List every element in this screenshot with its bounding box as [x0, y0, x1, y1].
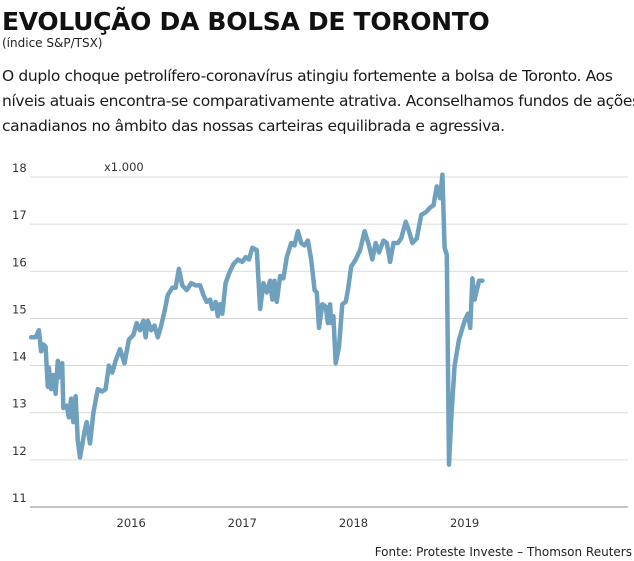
y-tick-label: 17 — [12, 208, 27, 222]
y-tick-label: 14 — [12, 350, 27, 364]
chart-subtitle: (índice S&P/TSX) — [2, 36, 103, 50]
y-tick-label: 12 — [12, 444, 27, 458]
y-tick-label: 15 — [12, 302, 27, 316]
x-tick-label: 2017 — [228, 516, 257, 530]
y-tick-label: 11 — [12, 491, 27, 505]
series-layer — [28, 172, 485, 467]
x-tick-label: 2016 — [117, 516, 146, 530]
y-tick-label: 18 — [12, 161, 27, 175]
lead-paragraph: O duplo choque petrolífero-coronavírus a… — [2, 64, 634, 139]
chart-title: EVOLUÇÃO DA BOLSA DE TORONTO — [2, 7, 490, 36]
line-chart: 11 12 13 14 15 16 17 18 2016 2017 2018 2019 x1.000 — [12, 160, 628, 530]
lead-line: níveis atuais encontra-se comparativamen… — [2, 92, 634, 110]
y-tick-label: 16 — [12, 255, 27, 269]
x-tick-label: 2018 — [339, 516, 368, 530]
gridlines — [30, 176, 628, 508]
x-tick-label: 2019 — [450, 516, 479, 530]
y-tick-label: 13 — [12, 397, 27, 411]
lead-line: canadianos no âmbito das nossas carteira… — [2, 117, 505, 135]
series-line — [28, 172, 485, 467]
y-tick-labels: 11 12 13 14 15 16 17 18 — [12, 161, 27, 505]
lead-line: O duplo choque petrolífero-coronavírus a… — [2, 67, 613, 85]
unit-label: x1.000 — [104, 160, 144, 174]
x-tick-labels: 2016 2017 2018 2019 — [117, 516, 480, 530]
source-note: Fonte: Proteste Investe – Thomson Reuter… — [374, 545, 632, 559]
